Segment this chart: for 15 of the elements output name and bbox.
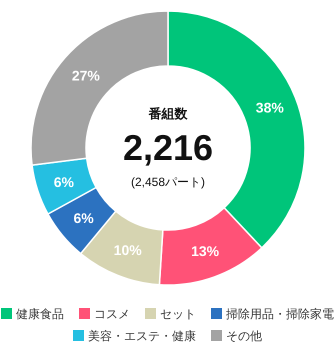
text: 2,216 [122,127,214,168]
legend-label: セット [160,307,196,321]
legend-label: その他 [226,329,262,343]
data-label: 38% [256,100,284,116]
legend-label: 健康食品 [16,307,64,321]
data-label: 6% [54,174,75,190]
text: (2,458パート) [130,175,206,189]
legend-label: 美容・エステ・健康 [88,329,196,343]
legend-label: 掃除用品・掃除家電 [226,307,334,321]
legend-label: コスメ [94,307,130,321]
text: 番組数 [148,106,188,121]
data-label: 10% [114,242,142,258]
data-label: 13% [191,243,220,260]
data-label: 27% [72,68,100,84]
data-label: 6% [74,210,94,226]
